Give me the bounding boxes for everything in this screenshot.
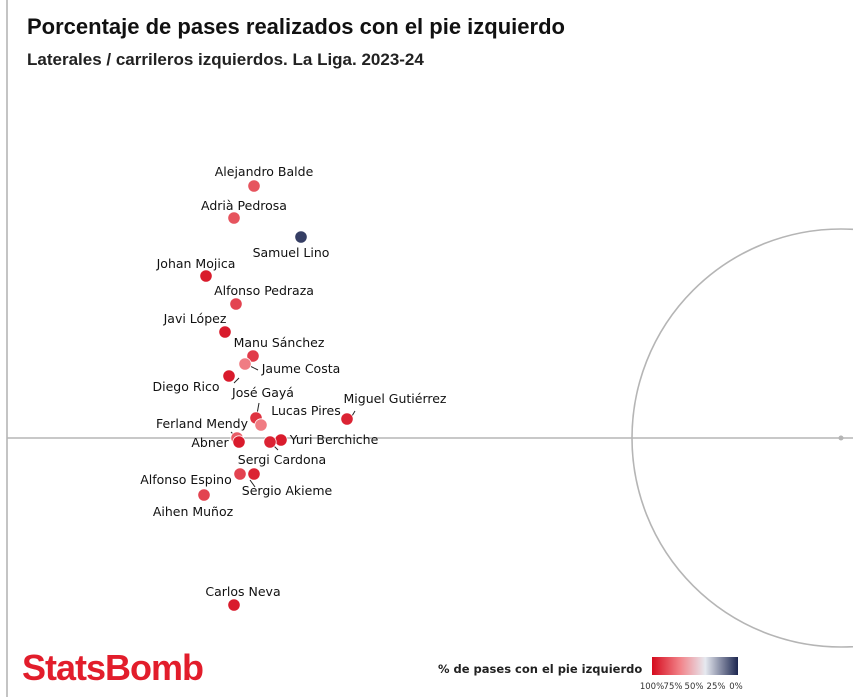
point-diego-rico [222,369,236,383]
point-johan-mojica [199,269,213,283]
leader-line-extra-1 [249,365,259,371]
pitch-center-spot [838,435,844,441]
leader-line-miguel-gutierrez [351,410,356,417]
point-sergi-cardona [263,435,277,449]
legend-gradient-bar [652,657,738,675]
label-johan-mojica: Johan Mojica [156,256,236,271]
label-lucas-pires: Lucas Pires [271,403,341,418]
legend-tick-label: 100% [640,682,664,692]
label-abner: Abner [191,435,229,450]
pitch-center-circle [631,228,853,648]
label-miguel-gutierrez: Miguel Gutiérrez [344,391,447,406]
label-jose-gaya: José Gayá [231,385,294,400]
legend-tick-label: 75% [664,682,683,692]
chart-subtitle: Laterales / carrileros izquierdos. La Li… [27,50,424,69]
label-aihen-munoz: Aihen Muñoz [153,504,234,519]
point-carlos-neva [227,598,241,612]
point-manu-sanchez [246,349,260,363]
point-alejandro-balde [247,179,261,193]
point-abner [232,435,246,449]
point-jaume-costa [238,357,252,371]
legend-ticks: 100% 75% 50% 25% 0% [640,682,743,692]
color-legend: % de pases con el pie izquierdo 100% 75% 5… [438,657,743,692]
label-sergio-akieme: Sergio Akieme [242,483,333,498]
point-miguel-gutierrez [340,412,354,426]
point-javi-lopez [218,325,232,339]
label-diego-rico: Diego Rico [152,379,219,394]
legend-tick-label: 50% [685,682,704,692]
label-sergi-cardona: Sergi Cardona [238,452,326,467]
point-aihen-munoz [197,488,211,502]
chart-title: Porcentaje de pases realizados con el pi… [27,14,565,39]
label-yuri-berchiche: Yuri Berchiche [289,432,379,447]
data-points [197,179,354,612]
point-samuel-lino [294,230,308,244]
pitch-markings [6,0,853,697]
label-ferland-mendy: Ferland Mendy [156,416,249,431]
statsbomb-logo: StatsBomb [22,647,203,688]
point-alfonso-pedraza [229,297,243,311]
point-sergio-akieme [247,467,261,481]
point-lucas-pires [254,418,268,432]
label-carlos-neva: Carlos Neva [205,584,280,599]
point-yuri-berchiche [274,433,288,447]
leader-line-extra-0 [233,377,240,384]
legend-tick-label: 25% [707,682,726,692]
point-adria-pedrosa [227,211,241,225]
data-labels: Alejandro Balde Adrià Pedrosa Samuel Lino J… [140,164,447,599]
point-alfonso-espino [233,467,247,481]
label-samuel-lino: Samuel Lino [253,245,330,260]
label-jaume-costa: Jaume Costa [261,361,341,376]
legend-tick-label: 0% [729,682,743,692]
label-alejandro-balde: Alejandro Balde [215,164,314,179]
legend-title: % de pases con el pie izquierdo [438,662,642,676]
label-manu-sanchez: Manu Sánchez [234,335,325,350]
label-adria-pedrosa: Adrià Pedrosa [201,198,287,213]
label-alfonso-espino: Alfonso Espino [140,472,232,487]
label-alfonso-pedraza: Alfonso Pedraza [214,283,314,298]
label-javi-lopez: Javi López [163,311,227,326]
leader-line-sergio-akieme [249,479,256,488]
